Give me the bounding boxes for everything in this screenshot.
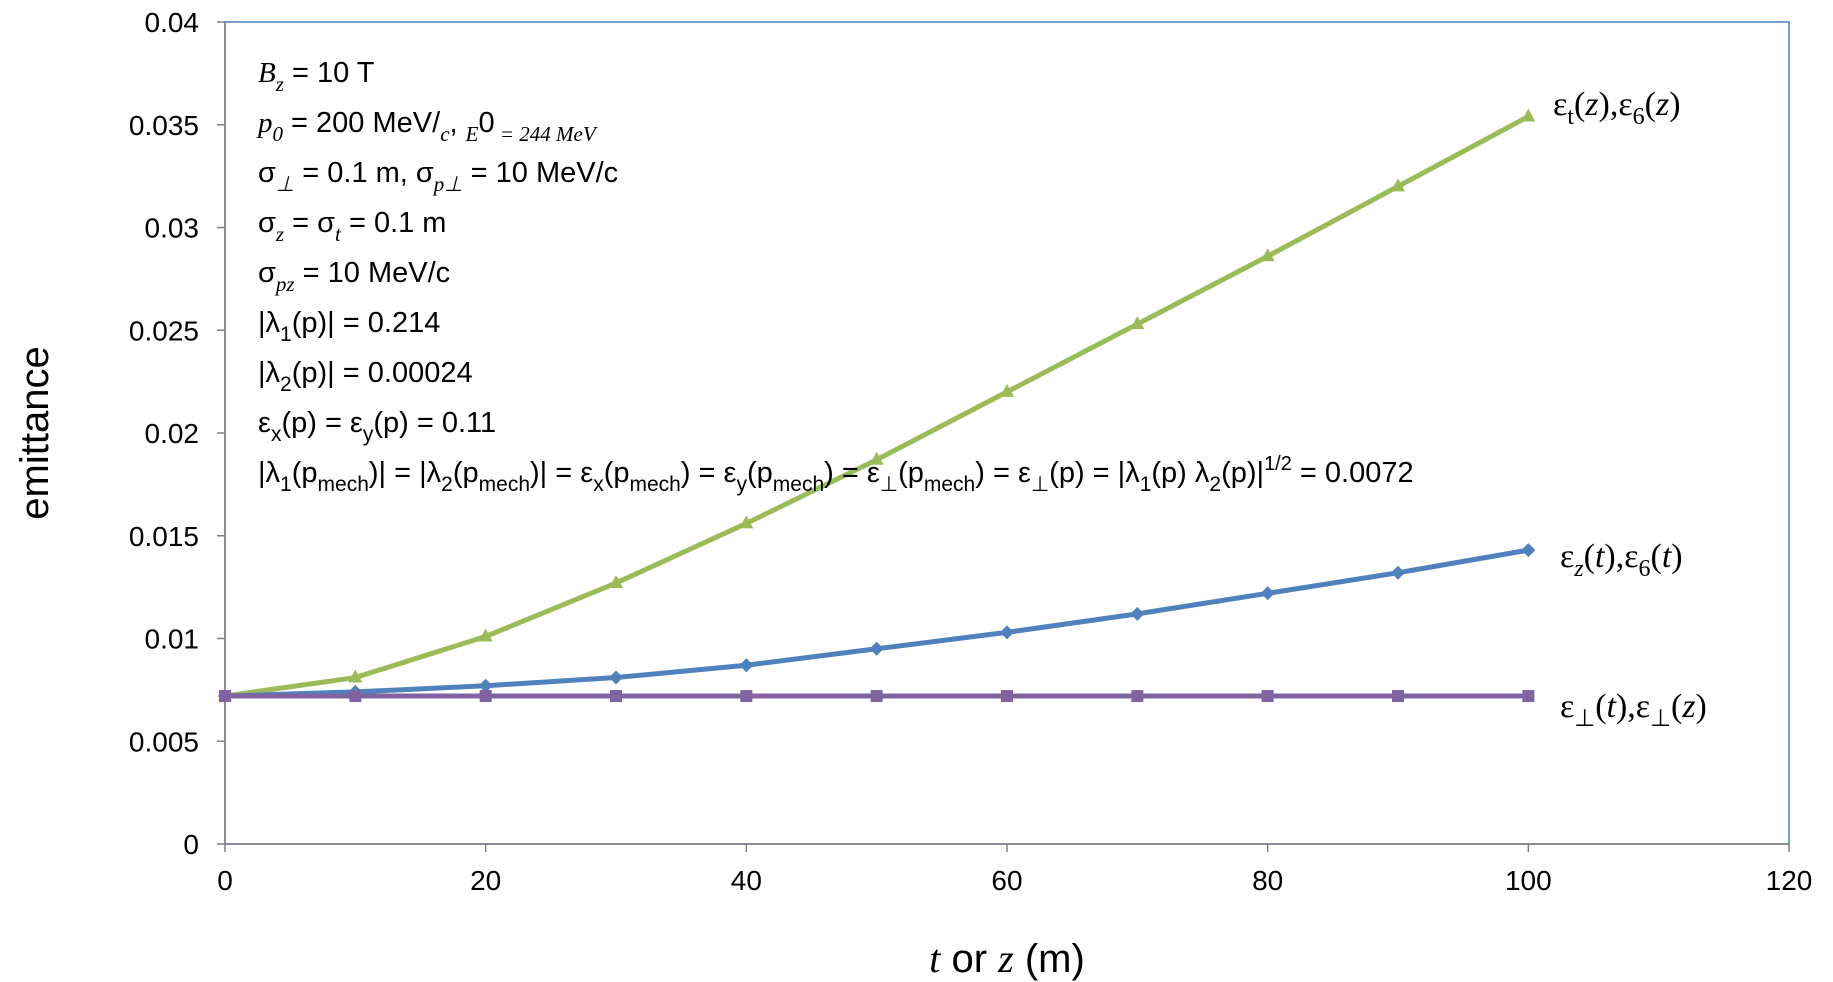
x-tick-label: 20 <box>470 865 501 896</box>
data-point <box>869 641 884 656</box>
y-tick-label: 0.04 <box>145 7 200 38</box>
series-label-1: εt(z),ε6(z) <box>1553 86 1681 130</box>
y-tick-label: 0.01 <box>145 624 200 655</box>
plot-area <box>224 21 1790 845</box>
series-label-2: εz(t),ε6(t) <box>1560 538 1683 582</box>
x-tick-label: 40 <box>731 865 762 896</box>
data-point <box>609 670 623 685</box>
data-point <box>1392 690 1404 703</box>
data-point <box>1260 248 1275 262</box>
y-axis-title: emittance <box>13 346 57 519</box>
data-point <box>1260 586 1275 601</box>
annotation-line-6: |λ1(p)| = 0.214 <box>258 307 440 346</box>
x-tick-label: 0 <box>217 865 233 896</box>
axes: 0 0.005 0.01 0.015 0.02 0.025 0.03 0.035 0.04 0 20… <box>13 7 1812 981</box>
annotation-block: Bz = 10 T p0 = 200 MeV/c, E0 = 244 MeV σ⊥ … <box>256 57 1414 496</box>
x-axis-title: t or z (m) <box>929 936 1085 981</box>
data-point <box>1131 690 1144 703</box>
annotation-line-7: |λ2(p)| = 0.00024 <box>258 357 473 396</box>
annotation-line-4: σz = σt = 0.1 m <box>258 207 446 246</box>
data-point <box>870 690 883 703</box>
x-tick-label: 80 <box>1252 865 1283 896</box>
data-point <box>1001 690 1013 703</box>
annotation-line-8: εx(p) = εy(p) = 0.11 <box>258 407 496 446</box>
data-point <box>1521 543 1536 558</box>
data-point <box>1521 108 1536 122</box>
data-point <box>349 690 362 703</box>
data-point <box>478 678 493 693</box>
series-3 <box>219 690 1535 703</box>
y-tick-label: 0.02 <box>145 418 200 449</box>
data-point <box>479 690 492 703</box>
data-point <box>478 628 493 642</box>
series-label-3: ε⊥(t),ε⊥(z) <box>1560 688 1707 732</box>
data-point <box>739 515 754 529</box>
annotation-line-5: σpz = 10 MeV/c <box>258 257 450 296</box>
y-tick-label: 0.005 <box>129 726 199 757</box>
data-point <box>869 451 884 465</box>
data-point <box>1130 316 1145 330</box>
data-point <box>739 658 754 673</box>
series-1 <box>218 108 1536 702</box>
y-tick-label: 0.03 <box>145 213 200 244</box>
annotation-line-2: p0 = 200 MeV/c, E0 = 244 MeV <box>256 107 598 146</box>
series-labels: εt(z),ε6(z) εz(t),ε6(t) ε⊥(t),ε⊥(z) <box>1553 86 1707 732</box>
y-tick-label: 0 <box>183 829 199 860</box>
data-point <box>1391 565 1405 580</box>
y-tick-label: 0.035 <box>129 110 199 141</box>
y-tick-label: 0.025 <box>129 315 199 346</box>
y-tick-label: 0.015 <box>129 521 199 552</box>
data-point <box>1261 690 1274 703</box>
data-point <box>1522 690 1535 703</box>
annotation-line-3: σ⊥ = 0.1 m, σp⊥ = 10 MeV/c <box>258 157 618 196</box>
data-point <box>610 690 622 703</box>
data-point <box>1000 383 1014 397</box>
annotation-line-9: |λ1(pmech)| = |λ2(pmech)| = εx(pmech) = … <box>258 453 1414 496</box>
data-point <box>219 690 231 703</box>
data-point <box>740 690 753 703</box>
data-point <box>1000 625 1014 640</box>
data-point <box>348 669 363 683</box>
data-point <box>609 575 623 589</box>
data-point <box>1391 178 1405 192</box>
annotation-line-1: Bz = 10 T <box>258 57 375 96</box>
x-tick-label: 100 <box>1505 865 1552 896</box>
x-tick-label: 60 <box>991 865 1022 896</box>
x-tick-label: 120 <box>1766 865 1813 896</box>
data-point <box>1130 606 1145 621</box>
series-layer <box>218 108 1536 704</box>
